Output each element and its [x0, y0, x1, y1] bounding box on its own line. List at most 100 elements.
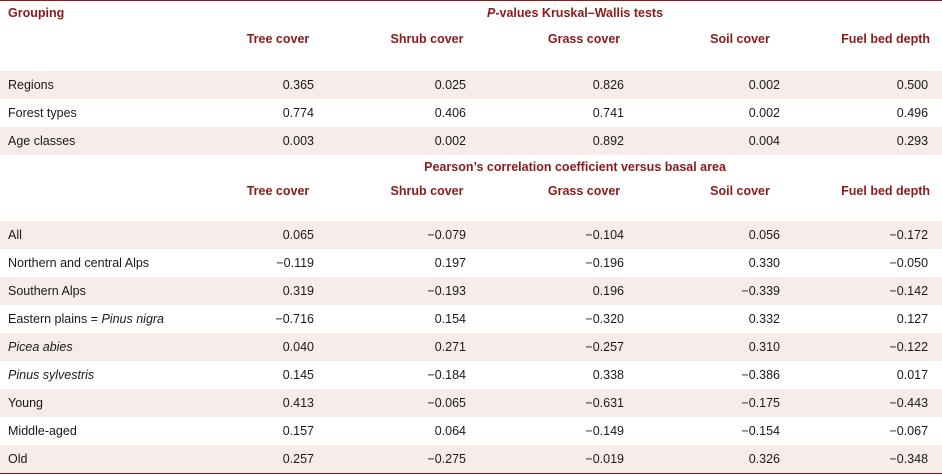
table-row: Old 0.257 −0.275 −0.019 0.326 −0.348	[0, 445, 942, 474]
row-label: Regions	[0, 71, 208, 99]
cell-value: 0.500	[818, 71, 942, 99]
cell-value: 0.332	[748, 312, 780, 326]
cell-value: −0.050	[889, 256, 929, 270]
cell-value: −0.631	[506, 389, 662, 417]
cell-value: −0.443	[818, 389, 942, 417]
table-row: Middle-aged 0.157 0.064 −0.149 −0.154 −0…	[0, 417, 942, 445]
row-label: Eastern plains = Pinus nigra	[0, 305, 208, 333]
cell-value: −0.079	[348, 221, 506, 249]
table-row: Eastern plains = Pinus nigra −0.716 0.15…	[0, 305, 942, 333]
cell-value: −0.019	[506, 445, 662, 474]
table-row: Southern Alps 0.319 −0.193 0.196 −0.339 …	[0, 277, 942, 305]
cell-value: 0.157	[282, 424, 314, 438]
col-header-tree-cover: Tree cover	[246, 184, 310, 198]
row-label: Forest types	[8, 106, 77, 120]
col-header-shrub-cover: Shrub cover	[390, 184, 464, 198]
cell-value: 0.257	[208, 445, 348, 474]
section2-title-row: Pearson’s correlation coefficient versus…	[0, 155, 942, 179]
col-header-fuel-bed-depth: Fuel bed depth	[841, 184, 931, 198]
section2-column-headers: Tree cover Shrub cover Grass cover Soil …	[0, 179, 942, 221]
cell-value: −0.716	[275, 312, 314, 326]
section1-column-headers: Tree cover Shrub cover Grass cover Soil …	[0, 25, 942, 71]
cell-value: −0.104	[506, 221, 662, 249]
cell-value: −0.119	[276, 256, 314, 270]
col-header-tree-cover: Tree cover	[246, 32, 310, 46]
cell-value: 0.338	[592, 368, 624, 382]
col-header-soil-cover: Soil cover	[710, 32, 770, 46]
section1-title-italic: P	[487, 6, 496, 20]
row-label: Young	[0, 389, 208, 417]
cell-value: 0.774	[282, 106, 314, 120]
col-header-soil-cover: Soil cover	[710, 184, 770, 198]
cell-value: 0.892	[506, 127, 662, 155]
cell-value: 0.002	[662, 71, 818, 99]
cell-value: −0.142	[818, 277, 942, 305]
cell-value: −0.339	[662, 277, 818, 305]
cell-value: −0.175	[662, 389, 818, 417]
cell-value: 0.145	[282, 368, 314, 382]
cell-value: 0.319	[208, 277, 348, 305]
cell-value: 0.004	[662, 127, 818, 155]
row-label: All	[0, 221, 208, 249]
cell-value: −0.275	[348, 445, 506, 474]
cell-value: 0.271	[348, 333, 506, 361]
cell-value: −0.122	[818, 333, 942, 361]
grouping-header: Grouping	[0, 0, 208, 25]
cell-value: −0.257	[506, 333, 662, 361]
cell-value: 0.413	[208, 389, 348, 417]
cell-value: 0.065	[208, 221, 348, 249]
cell-value: 0.406	[434, 106, 466, 120]
row-label-italic: Pinus nigra	[101, 312, 165, 326]
row-label: Picea abies	[0, 333, 208, 361]
cell-value: 0.330	[748, 256, 780, 270]
col-header-grass-cover: Grass cover	[547, 184, 621, 198]
table-row: Forest types 0.774 0.406 0.741 0.002 0.4…	[0, 99, 942, 127]
cell-value: 0.826	[506, 71, 662, 99]
cell-value: −0.065	[348, 389, 506, 417]
cell-value: 0.326	[662, 445, 818, 474]
cell-value: 0.064	[434, 424, 466, 438]
cell-value: −0.320	[585, 312, 624, 326]
cell-value: −0.348	[818, 445, 942, 474]
cell-value: 0.741	[592, 106, 624, 120]
cell-value: 0.003	[208, 127, 348, 155]
row-label: Pinus sylvestris	[8, 368, 95, 382]
table-row: Age classes 0.003 0.002 0.892 0.004 0.29…	[0, 127, 942, 155]
cell-value: 0.025	[348, 71, 506, 99]
table-row: Picea abies 0.040 0.271 −0.257 0.310 −0.…	[0, 333, 942, 361]
cell-value: 0.017	[896, 368, 929, 382]
row-label: Southern Alps	[0, 277, 208, 305]
cell-value: 0.127	[896, 312, 929, 326]
col-header-grass-cover: Grass cover	[547, 32, 621, 46]
cell-value: 0.310	[662, 333, 818, 361]
table-row: Pinus sylvestris 0.145 −0.184 0.338 −0.3…	[0, 361, 942, 389]
cell-value: 0.196	[506, 277, 662, 305]
cell-value: −0.193	[348, 277, 506, 305]
table-row: Regions 0.365 0.025 0.826 0.002 0.500	[0, 71, 942, 99]
table-row: All 0.065 −0.079 −0.104 0.056 −0.172	[0, 221, 942, 249]
cell-value: 0.040	[208, 333, 348, 361]
cell-value: 0.496	[896, 106, 929, 120]
col-header-shrub-cover: Shrub cover	[390, 32, 464, 46]
cell-value: −0.386	[741, 368, 780, 382]
row-label-plain: Eastern plains =	[8, 312, 102, 326]
cell-value: 0.154	[434, 312, 466, 326]
cell-value: 0.002	[748, 106, 780, 120]
section1-title-rest: -values Kruskal–Wallis tests	[495, 6, 664, 20]
cell-value: 0.293	[818, 127, 942, 155]
cell-value: −0.172	[818, 221, 942, 249]
cell-value: −0.149	[585, 424, 624, 438]
row-label: Northern and central Alps	[8, 256, 150, 270]
cell-value: 0.197	[434, 256, 466, 270]
cell-value: −0.067	[889, 424, 929, 438]
row-label: Middle-aged	[8, 424, 77, 438]
table-row: Young 0.413 −0.065 −0.631 −0.175 −0.443	[0, 389, 942, 417]
cell-value: −0.196	[585, 256, 624, 270]
section2-title: Pearson’s correlation coefficient versus…	[424, 160, 726, 174]
cell-value: −0.184	[427, 368, 466, 382]
cell-value: 0.002	[348, 127, 506, 155]
col-header-fuel-bed-depth: Fuel bed depth	[841, 32, 931, 46]
row-label: Old	[0, 445, 208, 474]
cell-value: −0.154	[741, 424, 780, 438]
